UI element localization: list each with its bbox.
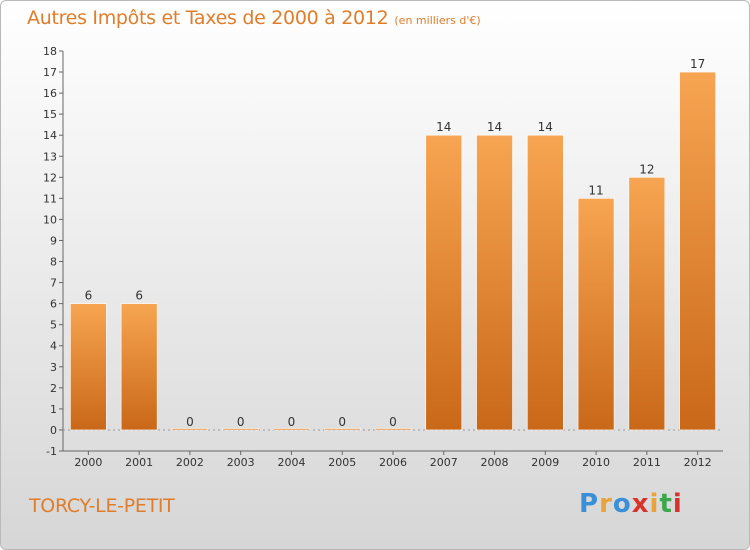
y-tick-label: -1 (46, 445, 57, 458)
y-tick-label: 13 (43, 150, 57, 163)
logo-letter: i (672, 489, 683, 519)
bar-2010 (577, 198, 615, 431)
y-tick-label: 11 (43, 192, 57, 205)
y-tick-label: 16 (43, 87, 57, 100)
data-label-2005: 0 (338, 415, 346, 429)
y-tick-label: 0 (50, 424, 57, 437)
logo-letter: P (579, 489, 600, 519)
bar-2002 (171, 428, 209, 431)
x-tick-label-2005: 2005 (328, 456, 356, 469)
data-label-2002: 0 (186, 415, 194, 429)
bar-2006 (374, 428, 412, 431)
bar-2009 (527, 134, 564, 431)
logo-letter: x (631, 489, 650, 519)
data-label-2004: 0 (288, 415, 296, 429)
x-tick-label-2001: 2001 (125, 456, 153, 469)
bar-2003 (222, 428, 259, 431)
bar-layer (70, 71, 716, 431)
y-tick-label: 2 (50, 382, 57, 395)
y-tick-label: 8 (50, 256, 57, 269)
data-label-2008: 14 (487, 120, 502, 134)
y-tick-label: 18 (43, 45, 57, 58)
chart-subtitle: (en milliers d'€) (394, 14, 481, 27)
y-tick-label: 3 (50, 361, 57, 374)
bar-2001 (120, 303, 158, 431)
x-tick-label-2007: 2007 (430, 456, 458, 469)
bar-2008 (476, 134, 513, 431)
y-tick-label: 4 (50, 340, 57, 353)
y-tick-label: 14 (43, 129, 57, 142)
data-label-2010: 11 (588, 183, 603, 197)
y-tick-label: 5 (50, 319, 57, 332)
y-tick-label: 6 (50, 298, 57, 311)
x-tick-label-2006: 2006 (379, 456, 407, 469)
data-label-2009: 14 (538, 120, 553, 134)
y-tick-label: 9 (50, 234, 57, 247)
x-tick-label-2002: 2002 (176, 456, 204, 469)
chart-title-text: Autres Impôts et Taxes de 2000 à 2012 (27, 7, 389, 29)
x-tick-label-2012: 2012 (684, 456, 712, 469)
bar-2007 (425, 134, 463, 431)
data-label-2011: 12 (639, 162, 654, 176)
town-name: TORCY-LE-PETIT (29, 495, 175, 517)
bar-2000 (70, 303, 107, 431)
x-tick-label-2004: 2004 (277, 456, 305, 469)
x-tick-label-2003: 2003 (227, 456, 255, 469)
y-tick-label: 1 (50, 403, 57, 416)
x-tick-label-2009: 2009 (531, 456, 559, 469)
y-tick-label: 10 (43, 213, 57, 226)
logo-letter: r (599, 489, 613, 519)
x-tick-label-2010: 2010 (582, 456, 610, 469)
proxiti-logo[interactable]: Proxiti (579, 489, 683, 519)
bar-2011 (628, 177, 666, 431)
data-label-2006: 0 (389, 415, 397, 429)
logo-letter: i (649, 489, 660, 519)
logo-letter: o (612, 489, 632, 519)
data-label-2001: 6 (135, 289, 143, 303)
bar-2012 (679, 71, 716, 431)
data-label-2000: 6 (85, 289, 93, 303)
bar-2004 (273, 428, 310, 431)
y-tick-label: 15 (43, 108, 57, 121)
y-tick-label: 7 (50, 277, 57, 290)
x-tick-label-2011: 2011 (633, 456, 661, 469)
y-tick-label: 12 (43, 171, 57, 184)
label-layer: 6 6 0 0 0 0 0 14 14 14 11 12 17 (85, 57, 706, 429)
x-tick-label-2000: 2000 (74, 456, 102, 469)
x-tick-label-2008: 2008 (481, 456, 509, 469)
data-label-2012: 17 (690, 57, 705, 71)
bar-2005 (323, 428, 361, 431)
logo-letter: t (659, 489, 673, 519)
y-tick-label: 17 (43, 66, 57, 79)
data-label-2007: 14 (436, 120, 451, 134)
chart-title: Autres Impôts et Taxes de 2000 à 2012 (en… (27, 7, 481, 29)
data-label-2003: 0 (237, 415, 245, 429)
